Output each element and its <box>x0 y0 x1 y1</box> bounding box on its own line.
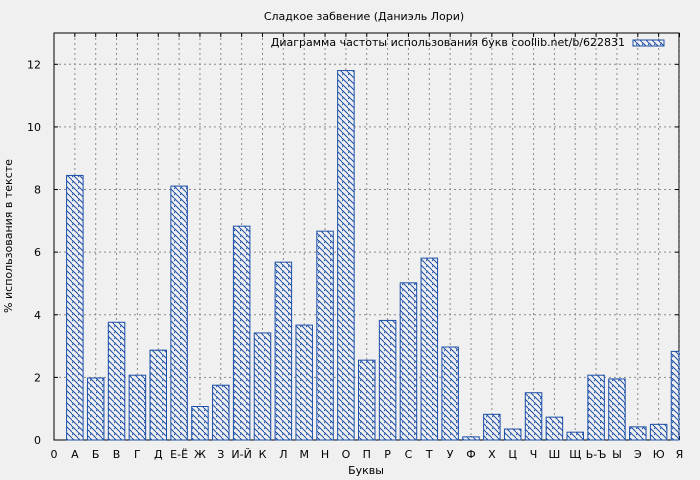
bar-Ш <box>545 416 564 441</box>
x-tick-label: Ю <box>653 448 665 461</box>
bar-Л <box>274 261 293 441</box>
y-axis: 0 2 4 6 8 10 12 <box>27 58 679 447</box>
x-tick-label: И-Й <box>231 448 251 461</box>
x-tick-label: Ь-Ъ <box>586 448 607 461</box>
x-tick-label: Е-Ё <box>170 448 188 461</box>
bar-С <box>399 282 418 441</box>
bar-М <box>295 324 313 441</box>
x-tick-label: З <box>217 448 224 461</box>
y-tick-label: 4 <box>34 309 41 322</box>
legend-swatch <box>632 39 665 47</box>
x-tick-label: Г <box>134 448 141 461</box>
x-tick-label: Н <box>321 448 329 461</box>
bar-И-Й <box>232 225 251 441</box>
x-tick-label: О <box>342 448 351 461</box>
x-tick-label: Ц <box>508 448 517 461</box>
grid-lines <box>54 33 680 440</box>
bar-Ч <box>524 392 543 441</box>
bar-Щ <box>566 431 584 441</box>
x-tick-label: У <box>447 448 454 461</box>
x-tick-label: А <box>71 448 79 461</box>
y-tick-label: 8 <box>34 184 41 197</box>
bars-group <box>66 70 680 441</box>
bar-Б <box>86 377 105 441</box>
bar-Д <box>149 349 167 441</box>
bar-Р <box>378 319 397 441</box>
x-tick-label: Х <box>488 448 496 461</box>
x-tick-label: Д <box>154 448 163 461</box>
bar-У <box>441 346 459 441</box>
bar-Ж <box>191 406 209 441</box>
y-tick-label: 0 <box>34 434 41 447</box>
y-tick-label: 12 <box>27 58 41 71</box>
x-tick-label: Т <box>425 448 433 461</box>
x-tick-label: Ф <box>466 448 475 461</box>
bar-П <box>358 359 376 441</box>
bar-Г <box>128 374 147 441</box>
bar-Ь-Ъ <box>587 374 605 441</box>
x-tick-label: В <box>113 448 121 461</box>
y-tick-label: 10 <box>27 121 41 134</box>
bar-Х <box>483 413 501 441</box>
x-tick-label: Б <box>92 448 100 461</box>
bar-Ф <box>462 436 480 441</box>
bar-Н <box>316 230 334 441</box>
x-tick-label: Л <box>279 448 287 461</box>
bar-А <box>66 174 84 441</box>
x-axis: 0 А Б В Г Д Е-Ё Ж З И-Й К Л М Н О П Р С Т У Ф Х Ц Ч Ш Щ Ь-Ъ Ы Э Ю Я <box>51 33 684 461</box>
bar-Э <box>629 426 647 441</box>
bar-Ы <box>608 378 626 441</box>
x-tick-label: Ш <box>549 448 561 461</box>
x-tick-label: М <box>299 448 309 461</box>
x-tick-label: 0 <box>51 448 58 461</box>
y-tick-label: 2 <box>34 371 41 384</box>
x-tick-label: К <box>259 448 267 461</box>
x-tick-label: Я <box>676 448 684 461</box>
bar-Ц <box>503 428 522 441</box>
y-axis-label: % использования в тексте <box>2 159 15 313</box>
bar-Я <box>670 350 680 441</box>
x-tick-label: Ы <box>612 448 622 461</box>
x-tick-label: П <box>363 448 371 461</box>
y-tick-label: 6 <box>34 246 41 259</box>
x-tick-label: Э <box>634 448 642 461</box>
bar-Т <box>420 257 439 441</box>
bar-Ю <box>649 423 668 441</box>
x-axis-label: Буквы <box>348 464 384 477</box>
chart-title: Сладкое забвение (Даниэль Лори) <box>264 10 464 23</box>
legend-label: Диаграмма частоты использования букв coo… <box>271 36 625 49</box>
bar-О <box>337 70 355 441</box>
bar-К <box>253 332 272 441</box>
x-tick-label: Р <box>384 448 391 461</box>
x-tick-label: Ч <box>530 448 538 461</box>
bar-З <box>212 384 230 441</box>
x-tick-label: С <box>405 448 413 461</box>
x-tick-label: Ж <box>194 448 206 461</box>
bar-В <box>107 321 126 441</box>
x-tick-label: Щ <box>569 448 581 461</box>
bar-Е-Ё <box>170 185 188 441</box>
legend: Диаграмма частоты использования букв coo… <box>271 36 665 49</box>
